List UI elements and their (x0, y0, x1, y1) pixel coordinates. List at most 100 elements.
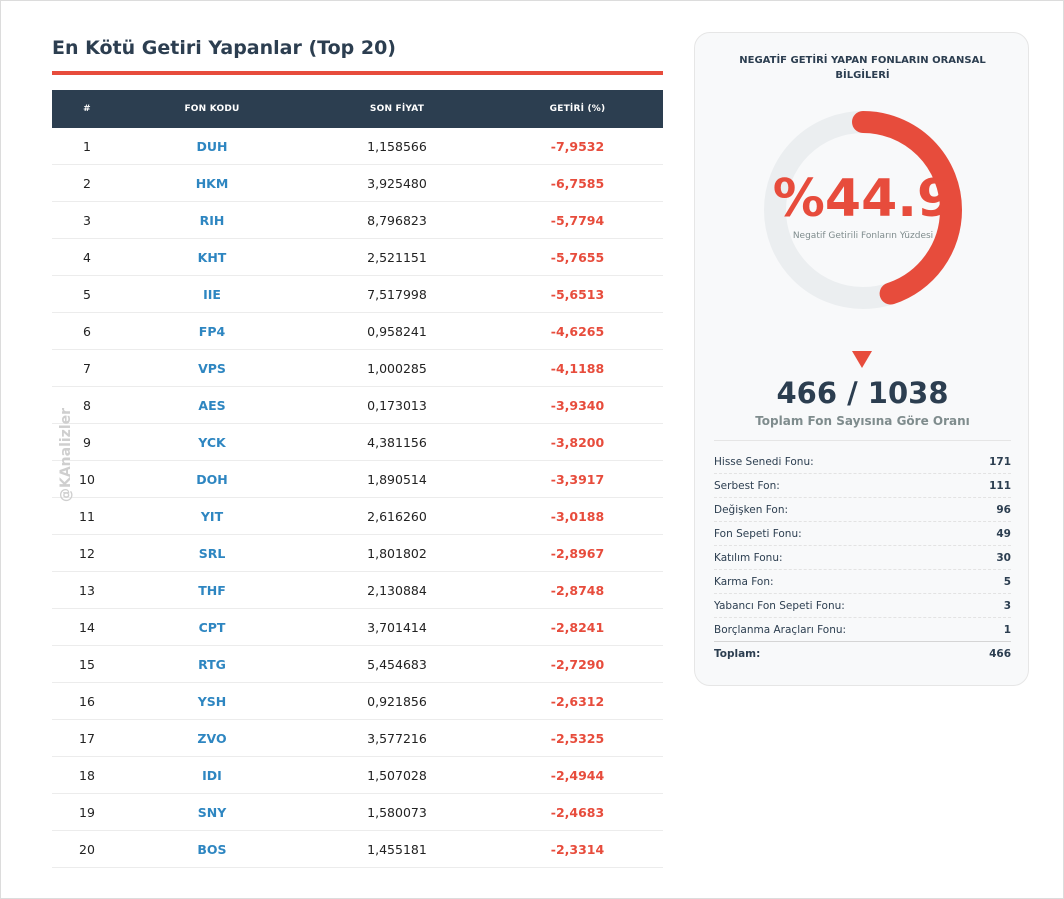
fund-code[interactable]: ZVO (122, 719, 302, 757)
row-rank: 3 (52, 201, 122, 239)
header-last-price: SON FİYAT (302, 90, 492, 128)
return-value: -5,7655 (492, 238, 663, 276)
fund-code[interactable]: IIE (122, 275, 302, 313)
table-row: 12 SRL 1,801802 -2,8967 (52, 534, 663, 572)
last-price: 1,158566 (302, 128, 492, 165)
table-row: 15 RTG 5,454683 -2,7290 (52, 645, 663, 683)
fund-ratio: 466 / 1038 (776, 376, 949, 410)
fund-code[interactable]: RTG (122, 645, 302, 683)
total-label: Toplam: (714, 648, 761, 660)
row-rank: 15 (52, 645, 122, 683)
table-row: 14 CPT 3,701414 -2,8241 (52, 608, 663, 646)
table-row: 9 YCK 4,381156 -3,8200 (52, 423, 663, 461)
card-title: NEGATİF GETİRİ YAPAN FONLARIN ORANSAL Bİ… (739, 55, 986, 81)
return-value: -2,7290 (492, 645, 663, 683)
page-title: En Kötü Getiri Yapanlar (Top 20) (52, 37, 396, 59)
fund-code[interactable]: THF (122, 571, 302, 609)
table-row: 20 BOS 1,455181 -2,3314 (52, 830, 663, 868)
fund-code[interactable]: CPT (122, 608, 302, 646)
return-value: -2,8241 (492, 608, 663, 646)
table-row: 16 YSH 0,921856 -2,6312 (52, 682, 663, 720)
table-body: 1 DUH 1,158566 -7,9532 2 HKM 3,925480 -6,7585 3 R… (52, 128, 663, 868)
breakdown-label: Karma Fon: (714, 576, 774, 588)
breakdown-label: Değişken Fon: (714, 504, 789, 516)
fund-code[interactable]: RIH (122, 201, 302, 239)
row-rank: 4 (52, 238, 122, 276)
fund-ratio-caption: Toplam Fon Sayısına Göre Oranı (755, 414, 970, 428)
fund-code[interactable]: YIT (122, 497, 302, 535)
fund-code[interactable]: HKM (122, 164, 302, 202)
fund-code[interactable]: DOH (122, 460, 302, 498)
last-price: 2,616260 (302, 497, 492, 535)
fund-code[interactable]: SRL (122, 534, 302, 572)
return-value: -2,3314 (492, 830, 663, 868)
row-rank: 8 (52, 386, 122, 424)
row-rank: 2 (52, 164, 122, 202)
fund-code[interactable]: VPS (122, 349, 302, 387)
fund-code[interactable]: YSH (122, 682, 302, 720)
breakdown-label: Katılım Fonu: (714, 552, 783, 564)
row-rank: 14 (52, 608, 122, 646)
row-rank: 10 (52, 460, 122, 498)
fund-code[interactable]: SNY (122, 793, 302, 831)
negative-return-stats-card: NEGATİF GETİRİ YAPAN FONLARIN ORANSAL Bİ… (694, 32, 1029, 686)
fund-code[interactable]: YCK (122, 423, 302, 461)
last-price: 5,454683 (302, 645, 492, 683)
return-value: -3,8200 (492, 423, 663, 461)
return-value: -6,7585 (492, 164, 663, 202)
fund-code[interactable]: BOS (122, 830, 302, 868)
breakdown-value: 1 (1003, 624, 1011, 636)
table-row: 3 RIH 8,796823 -5,7794 (52, 201, 663, 239)
total-value: 466 (989, 648, 1011, 660)
breakdown-label: Serbest Fon: (714, 480, 780, 492)
table-row: 13 THF 2,130884 -2,8748 (52, 571, 663, 609)
breakdown-label: Yabancı Fon Sepeti Fonu: (714, 600, 845, 612)
donut-progress-arc (764, 111, 962, 309)
table-row: 18 IDI 1,507028 -2,4944 (52, 756, 663, 794)
last-price: 3,925480 (302, 164, 492, 202)
top-losers-section: En Kötü Getiri Yapanlar (Top 20) # FON K… (52, 34, 663, 868)
header-fund-code: FON KODU (122, 90, 302, 128)
last-price: 1,000285 (302, 349, 492, 387)
breakdown-value: 49 (996, 528, 1011, 540)
fund-code[interactable]: IDI (122, 756, 302, 794)
return-value: -2,5325 (492, 719, 663, 757)
watermark: @KAnalizler (58, 407, 74, 503)
last-price: 1,455181 (302, 830, 492, 868)
breakdown-row: Hisse Senedi Fonu: 171 (714, 451, 1011, 474)
breakdown-value: 171 (989, 456, 1011, 468)
return-value: -2,4683 (492, 793, 663, 831)
return-value: -4,6265 (492, 312, 663, 350)
return-value: -3,0188 (492, 497, 663, 535)
fund-code[interactable]: DUH (122, 128, 302, 165)
row-rank: 5 (52, 275, 122, 313)
table-row: 17 ZVO 3,577216 -2,5325 (52, 719, 663, 757)
divider (714, 440, 1011, 441)
breakdown-value: 3 (1003, 600, 1011, 612)
header-rank: # (52, 90, 122, 128)
breakdown-label: Fon Sepeti Fonu: (714, 528, 802, 540)
last-price: 3,701414 (302, 608, 492, 646)
last-price: 0,173013 (302, 386, 492, 424)
negative-percent: %44.9 (772, 169, 954, 229)
breakdown-value: 30 (996, 552, 1011, 564)
last-price: 1,507028 (302, 756, 492, 794)
fund-code[interactable]: AES (122, 386, 302, 424)
table-row: 6 FP4 0,958241 -4,6265 (52, 312, 663, 350)
table-row: 11 YIT 2,616260 -3,0188 (52, 497, 663, 535)
row-rank: 19 (52, 793, 122, 831)
last-price: 7,517998 (302, 275, 492, 313)
breakdown-value: 5 (1003, 576, 1011, 588)
negative-percent-caption: Negatif Getirili Fonların Yüzdesi (792, 231, 934, 241)
fund-code[interactable]: KHT (122, 238, 302, 276)
fund-code[interactable]: FP4 (122, 312, 302, 350)
last-price: 0,958241 (302, 312, 492, 350)
breakdown-row: Borçlanma Araçları Fonu: 1 (714, 619, 1011, 642)
header-return: GETİRİ (%) (492, 90, 663, 128)
last-price: 1,801802 (302, 534, 492, 572)
percent-donut (764, 111, 962, 309)
table-row: 5 IIE 7,517998 -5,6513 (52, 275, 663, 313)
return-value: -5,7794 (492, 201, 663, 239)
row-rank: 13 (52, 571, 122, 609)
return-value: -7,9532 (492, 128, 663, 165)
